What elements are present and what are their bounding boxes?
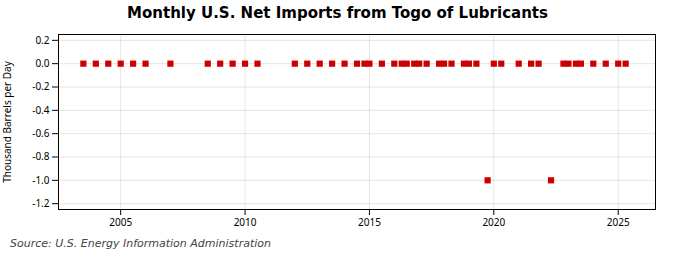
- svg-text:-0.4: -0.4: [32, 103, 50, 117]
- svg-text:2025: 2025: [607, 215, 630, 229]
- html-text:Monthly U.S. Net Imports from: Monthly U.S. Net Imports from Togo of Lu…: [127, 4, 548, 22]
- svg-text:2020: 2020: [482, 215, 505, 229]
- svg-text:Thousand Barrels per Day: Thousand Barrels per Day: [0, 60, 14, 183]
- svg-text:-0.2: -0.2: [32, 79, 50, 93]
- svg-text:2005: 2005: [109, 215, 132, 229]
- html-text:Source: U.S. Energy Informatio: Source: U.S. Energy Information Administ…: [10, 237, 271, 250]
- svg-text:2015: 2015: [358, 215, 381, 229]
- svg-text:-1.0: -1.0: [32, 173, 50, 187]
- svg-text:-0.6: -0.6: [32, 126, 50, 140]
- svg-text:0.0: 0.0: [35, 56, 49, 70]
- svg-text:-1.2: -1.2: [32, 196, 50, 210]
- svg-text:0.2: 0.2: [35, 33, 49, 47]
- svg-text:2010: 2010: [234, 215, 257, 229]
- svg-text:-0.8: -0.8: [32, 149, 50, 163]
